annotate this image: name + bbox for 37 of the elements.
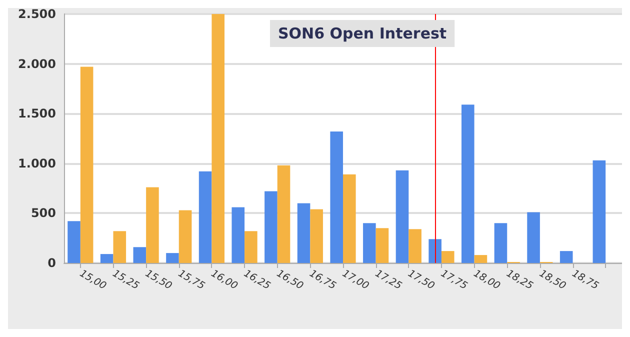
bar	[133, 247, 146, 263]
bar	[244, 231, 258, 263]
bar	[310, 209, 323, 263]
bar	[330, 132, 343, 263]
y-tick-label: 500	[30, 206, 56, 220]
bar	[494, 223, 508, 263]
bar	[592, 160, 606, 263]
bar	[297, 203, 310, 263]
y-tick-label: 2.500	[18, 7, 56, 21]
bar	[277, 165, 290, 263]
text: SON6 Open Interest	[278, 24, 447, 42]
y-tick-label: 2.000	[18, 56, 56, 71]
bar	[560, 251, 573, 263]
bar	[428, 239, 442, 263]
y-tick-label: 1.000	[18, 156, 56, 170]
bar	[68, 221, 80, 263]
bar	[166, 253, 179, 263]
bar	[461, 104, 474, 263]
bar	[232, 207, 245, 263]
bar	[264, 191, 278, 263]
bar	[441, 251, 454, 263]
bar	[396, 170, 409, 263]
bar	[363, 223, 376, 263]
bar	[113, 231, 126, 263]
bar	[80, 66, 94, 263]
bar	[212, 14, 225, 263]
bar	[408, 229, 422, 263]
bar	[100, 254, 114, 263]
bar	[376, 228, 389, 263]
bar	[343, 174, 356, 263]
y-tick-label: 1.500	[18, 106, 56, 121]
bar	[474, 255, 488, 263]
bar	[198, 171, 212, 263]
bar	[527, 212, 540, 263]
bar	[178, 210, 192, 263]
bar	[146, 187, 159, 263]
y-tick-label: 0	[48, 256, 56, 270]
